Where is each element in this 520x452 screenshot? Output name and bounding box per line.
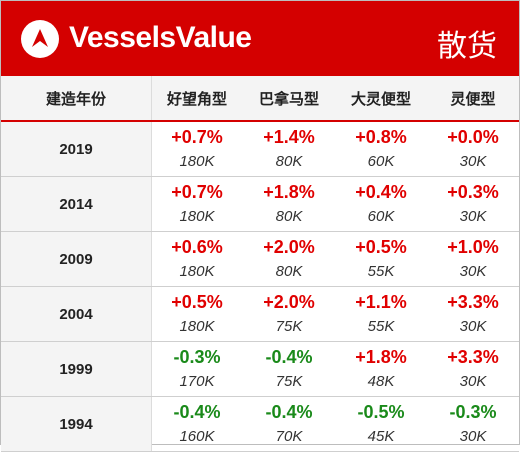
vessel-size: 80K [275,208,303,225]
value-change: -0.4% [265,347,313,367]
vessel-size: 80K [275,263,303,280]
value-change: +0.4% [355,182,407,202]
vessel-size: 160K [179,428,215,445]
vessel-size: 75K [275,373,303,390]
table-row: 2009 +0.6% 180K +2.0% 80K +0.5% 55K +1.0% 30K [1,232,519,287]
value-cell: +0.7% 180K [151,122,243,176]
value-cell: -0.5% 45K [335,397,427,451]
value-change: +2.0% [263,292,315,312]
table-row: 1994 -0.4% 160K -0.4% 70K -0.5% 45K -0.3% 30K [1,397,519,452]
vessel-size: 180K [179,263,215,280]
value-cell: -0.4% 160K [151,397,243,451]
vessel-size: 30K [459,428,487,445]
value-change: -0.4% [265,402,313,422]
vessel-size: 75K [275,318,303,335]
value-change: +0.7% [171,127,223,147]
value-cell: +1.1% 55K [335,287,427,341]
table-row: 2014 +0.7% 180K +1.8% 80K +0.4% 60K +0.3% 30K [1,177,519,232]
vessel-size: 45K [367,428,395,445]
value-cell: +3.3% 30K [427,342,519,396]
value-change: +1.1% [355,292,407,312]
value-cell: +0.4% 60K [335,177,427,231]
value-cell: +3.3% 30K [427,287,519,341]
value-change: +3.3% [447,347,499,367]
year-cell: 2009 [1,232,152,286]
valuation-table: 建造年份 好望角型 巴拿马型 大灵便型 灵便型 2019 +0.7% 180K +1.… [1,76,519,452]
value-cell: -0.3% 30K [427,397,519,451]
value-change: +0.6% [171,237,223,257]
table-body: 2019 +0.7% 180K +1.4% 80K +0.8% 60K +0.0% 30K 201… [1,122,519,452]
vessel-size: 30K [459,153,487,170]
value-change: +0.5% [355,237,407,257]
value-change: +1.0% [447,237,499,257]
value-change: +0.8% [355,127,407,147]
vessel-size: 180K [179,208,215,225]
brand-name: VesselsValue [69,21,252,54]
table-row: 1999 -0.3% 170K -0.4% 75K +1.8% 48K +3.3% 30K [1,342,519,397]
year-cell: 1999 [1,342,152,396]
year-cell: 1994 [1,397,152,451]
vessel-size: 55K [367,263,395,280]
value-cell: +1.8% 80K [243,177,335,231]
vessel-size: 60K [367,153,395,170]
value-cell: -0.4% 70K [243,397,335,451]
vessel-size: 30K [459,373,487,390]
value-change: +1.8% [355,347,407,367]
value-cell: +0.0% 30K [427,122,519,176]
vessel-size: 80K [275,153,303,170]
vessel-size: 30K [459,263,487,280]
value-change: +0.5% [171,292,223,312]
header-bar: VesselsValue 散货 [1,1,519,76]
vessel-size: 180K [179,153,215,170]
value-change: -0.5% [357,402,405,422]
value-cell: +1.8% 48K [335,342,427,396]
column-header-panamax: 巴拿马型 [258,89,319,108]
value-change: -0.4% [173,402,221,422]
table-header-row: 建造年份 好望角型 巴拿马型 大灵便型 灵便型 [1,76,519,122]
table-row: 2019 +0.7% 180K +1.4% 80K +0.8% 60K +0.0% 30K [1,122,519,177]
vessel-size: 30K [459,318,487,335]
vessel-size: 30K [459,208,487,225]
value-change: +1.4% [263,127,315,147]
column-header-year: 建造年份 [1,76,152,120]
value-change: -0.3% [449,402,497,422]
value-cell: +0.6% 180K [151,232,243,286]
vessel-size: 70K [275,428,303,445]
value-cell: +1.0% 30K [427,232,519,286]
table-row: 2004 +0.5% 180K +2.0% 75K +1.1% 55K +3.3% 30K [1,287,519,342]
year-cell: 2014 [1,177,152,231]
year-cell: 2004 [1,287,152,341]
value-change: +0.0% [447,127,499,147]
vessel-size: 170K [179,373,215,390]
value-cell: +1.4% 80K [243,122,335,176]
category-title: 散货 [437,29,497,64]
value-change: +0.7% [171,182,223,202]
column-header-capesize: 好望角型 [166,89,227,108]
value-change: +1.8% [263,182,315,202]
value-cell: +0.5% 55K [335,232,427,286]
column-header-supramax: 大灵便型 [350,89,411,108]
vessel-size: 180K [179,318,215,335]
value-cell: +0.5% 180K [151,287,243,341]
value-cell: +0.8% 60K [335,122,427,176]
value-cell: +2.0% 80K [243,232,335,286]
value-cell: +2.0% 75K [243,287,335,341]
vessel-size: 60K [367,208,395,225]
value-change: +0.3% [447,182,499,202]
vessel-size: 55K [367,318,395,335]
value-cell: -0.4% 75K [243,342,335,396]
value-change: -0.3% [173,347,221,367]
column-header-handysize: 灵便型 [450,89,496,108]
vesselsvalue-logo-icon [21,20,59,58]
year-cell: 2019 [1,122,152,176]
value-change: +2.0% [263,237,315,257]
value-change: +3.3% [447,292,499,312]
vessel-size: 48K [367,373,395,390]
value-cell: -0.3% 170K [151,342,243,396]
value-cell: +0.3% 30K [427,177,519,231]
value-cell: +0.7% 180K [151,177,243,231]
